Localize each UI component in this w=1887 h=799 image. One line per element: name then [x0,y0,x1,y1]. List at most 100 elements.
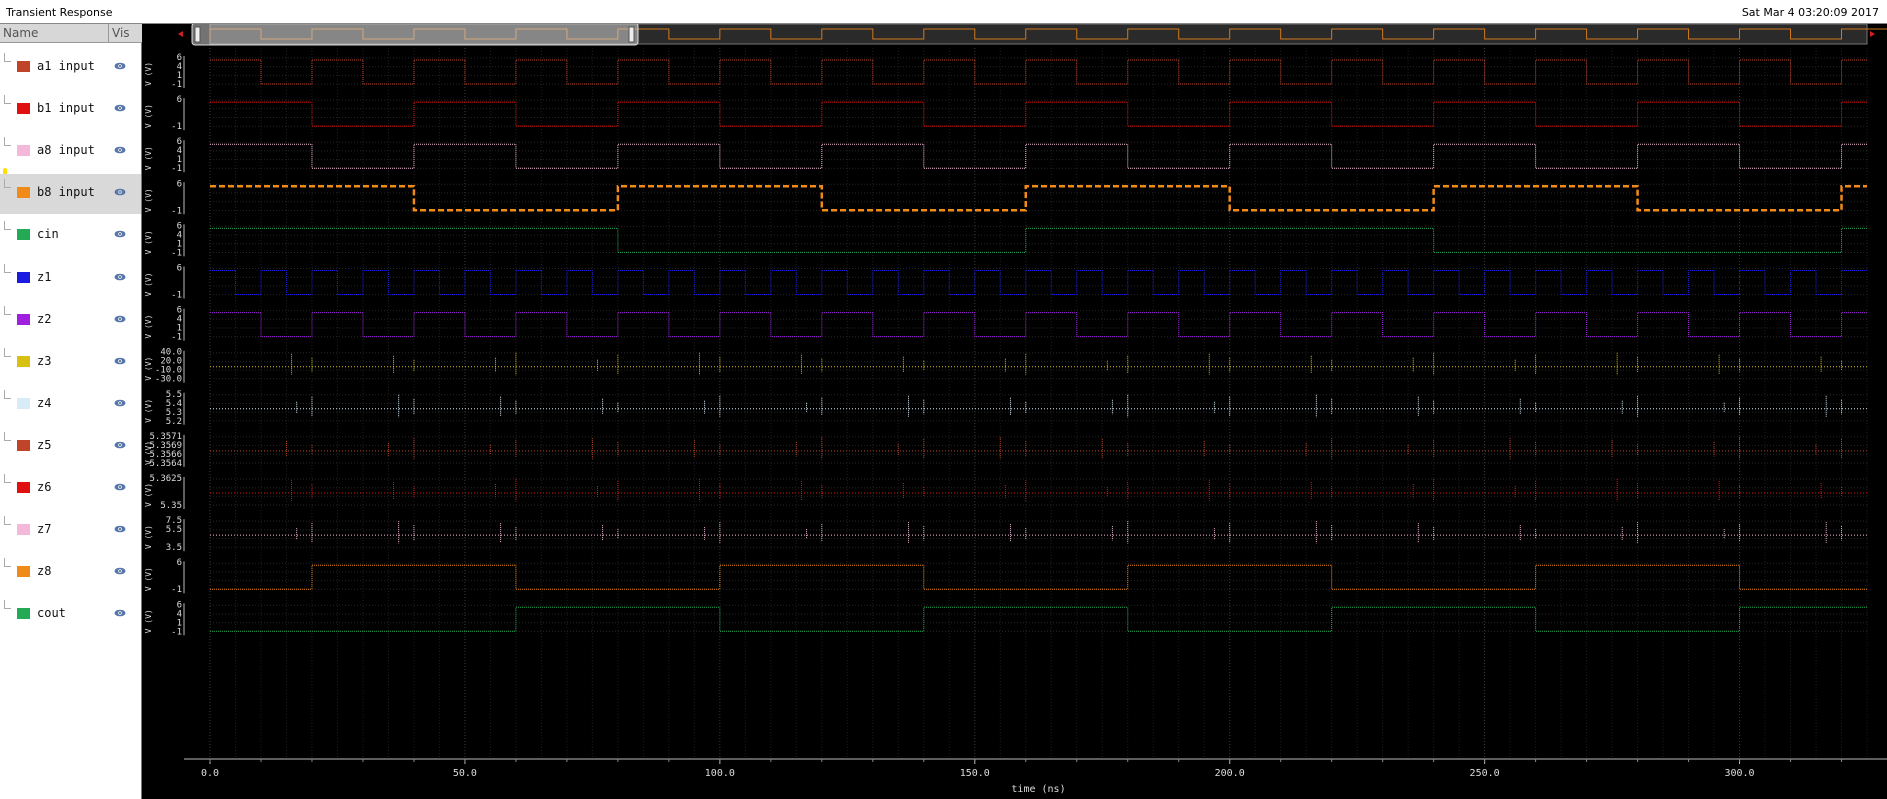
waveform-trace[interactable] [210,101,1867,127]
signal-name-label: z7 [37,522,52,537]
lane-tick-label: 6 [177,53,182,63]
signal-row[interactable]: cout [0,595,141,635]
signal-color-swatch[interactable] [17,229,30,241]
signal-name-label: z8 [37,564,52,579]
signal-row[interactable]: z1 [0,259,141,299]
lane-tick-label: 4 [177,146,182,156]
scrollbar-left-handle[interactable] [194,26,201,43]
waveform-trace[interactable] [210,227,1867,253]
lane-unit-label: V (V) [144,357,153,381]
lane-tick-label: 5.3571 [149,432,182,442]
signal-name-label: z4 [37,395,52,410]
lane-tick-label: 6 [177,600,182,610]
lane-tick-label: 5.3625 [149,474,182,484]
signal-color-swatch[interactable] [17,313,30,325]
visibility-eye-icon[interactable] [114,230,126,238]
signal-row[interactable]: z7 [0,511,141,551]
visibility-eye-icon[interactable] [114,104,126,112]
signal-row[interactable]: b1 input [0,90,141,130]
signal-row[interactable]: z3 [0,343,141,383]
waveform-trace[interactable] [210,270,1867,295]
timestamp: Sat Mar 4 03:20:09 2017 [1741,6,1879,19]
signal-row[interactable]: z8 [0,553,141,593]
signal-list: Name Vis a1 input b1 input a8 input b8 inpu… [0,24,142,799]
signal-color-swatch[interactable] [17,355,30,367]
scroll-left-arrow-icon[interactable] [178,31,183,37]
waveform-trace[interactable] [210,312,1867,338]
signal-color-swatch[interactable] [17,145,30,157]
scrollbar-thumb[interactable] [191,24,639,46]
visibility-eye-icon[interactable] [114,399,126,407]
signal-color-swatch[interactable] [17,61,30,72]
visibility-eye-icon[interactable] [114,357,126,365]
tree-connector [4,53,11,62]
scrollbar-right-handle[interactable] [628,26,635,43]
waveform-svg[interactable]: 641-1V (V)6-1V (V)641-1V (V)6-1V (V)641-… [142,24,1887,799]
tree-connector [4,263,11,273]
visibility-eye-icon[interactable] [114,441,126,449]
signal-color-swatch[interactable] [17,397,30,409]
signal-color-swatch[interactable] [17,524,30,536]
lane-unit-label: V (V) [144,525,153,549]
signal-name-label: z1 [37,269,52,284]
lane-tick-label: 6 [177,137,182,147]
lane-tick-label: -1 [171,291,182,301]
signal-color-swatch[interactable] [17,103,30,115]
signal-color-swatch[interactable] [17,608,30,620]
column-header-vis[interactable]: Vis [112,26,130,40]
signal-name-label: cout [37,606,66,621]
waveform-trace[interactable] [210,143,1867,169]
signal-name-label: z5 [37,437,52,452]
lane-tick-label: 40.0 [160,348,182,358]
waveform-trace[interactable] [210,564,1867,590]
signal-name-label: z6 [37,480,52,494]
signal-name-label: a8 input [37,143,95,158]
column-divider[interactable] [108,24,109,42]
signal-row[interactable]: a1 input [0,48,141,88]
visibility-eye-icon[interactable] [114,62,126,70]
waveform-trace[interactable] [210,185,1867,212]
signal-color-swatch[interactable] [17,271,30,283]
signal-row[interactable]: cin [0,216,141,256]
x-axis-title: time (ns) [1011,784,1065,795]
lane-tick-label: 6 [177,558,182,568]
lane-tick-label: 1 [177,324,182,334]
lane-tick-label: 4 [177,315,182,325]
signal-row[interactable]: z5 [0,427,141,467]
visibility-eye-icon[interactable] [114,146,126,154]
lane-tick-label: 5.5 [166,525,182,535]
x-axis-tick-label: 200.0 [1215,768,1245,779]
signal-row[interactable]: z4 [0,385,141,425]
waveform-trace[interactable] [210,59,1867,85]
signal-name-label: z3 [37,353,52,368]
visibility-eye-icon[interactable] [114,609,126,617]
waveform-plot-area[interactable]: 6 4 1 -1 V (V) 6 -1 V (V) 6 4 1 -1 V (V) 6 -1 V (V) 6 4 1-… [142,24,1887,799]
signal-color-swatch[interactable] [17,439,30,451]
visibility-eye-icon[interactable] [114,188,126,196]
signal-row[interactable]: a8 input [0,132,141,172]
visibility-eye-icon[interactable] [114,273,126,281]
signal-row[interactable]: z2 [0,301,141,341]
x-axis-tick-label: 100.0 [705,768,735,779]
signal-color-swatch[interactable] [17,566,30,578]
signal-color-swatch[interactable] [17,187,30,199]
column-header-name[interactable]: Name [3,26,39,40]
signal-row[interactable]: b8 input [0,174,141,215]
signal-color-swatch[interactable] [17,482,30,493]
visibility-eye-icon[interactable] [114,315,126,323]
scroll-right-arrow-icon[interactable] [1870,31,1875,37]
lane-unit-label: V (V) [144,188,153,212]
x-axis-tick-label: 250.0 [1470,768,1500,779]
tree-connector [4,305,11,315]
waveform-trace[interactable] [210,606,1867,632]
signal-row[interactable]: z6 [0,469,141,509]
visibility-eye-icon[interactable] [114,567,126,575]
visibility-eye-icon[interactable] [114,525,126,533]
lane-unit-label: V (V) [144,441,153,465]
lane-unit-label: V (V) [144,230,153,254]
visibility-eye-icon[interactable] [114,483,126,491]
x-axis-tick-label: 150.0 [960,768,990,779]
title-bar: Transient Response Sat Mar 4 03:20:09 20… [0,0,1887,24]
lane-unit-label: V (V) [144,272,153,296]
lane-tick-label: -1 [171,627,182,637]
